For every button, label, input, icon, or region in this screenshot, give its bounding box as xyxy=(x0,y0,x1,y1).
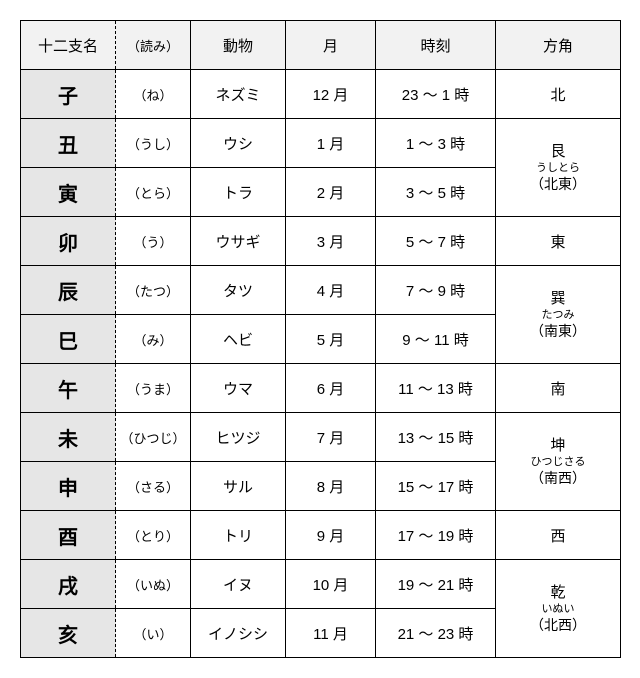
direction-main: 乾 xyxy=(496,583,620,603)
zodiac-month: 3 月 xyxy=(286,217,376,266)
zodiac-reading: （み） xyxy=(116,315,191,364)
zodiac-animal: イヌ xyxy=(191,560,286,609)
zodiac-time: 9 ～ 11 時 xyxy=(376,315,496,364)
zodiac-name: 午 xyxy=(21,364,116,413)
direction-sub: （南西） xyxy=(496,469,620,487)
zodiac-reading: （いぬ） xyxy=(116,560,191,609)
zodiac-time: 3 ～ 5 時 xyxy=(376,168,496,217)
zodiac-month: 1 月 xyxy=(286,119,376,168)
table-row: 丑（うし）ウシ1 月1 ～ 3 時艮うしとら（北東） xyxy=(21,119,621,168)
direction-sub: （北東） xyxy=(496,175,620,193)
table-row: 辰（たつ）タツ4 月7 ～ 9 時巽たつみ（南東） xyxy=(21,266,621,315)
direction-sub: （南東） xyxy=(496,322,620,340)
zodiac-animal: ネズミ xyxy=(191,70,286,119)
table-row: 酉（とり）トリ9 月17 ～ 19 時西 xyxy=(21,511,621,560)
zodiac-animal: トリ xyxy=(191,511,286,560)
zodiac-time: 17 ～ 19 時 xyxy=(376,511,496,560)
zodiac-animal: ウシ xyxy=(191,119,286,168)
direction-ruby: うしとら xyxy=(496,161,620,175)
zodiac-time: 21 ～ 23 時 xyxy=(376,609,496,658)
zodiac-month: 6 月 xyxy=(286,364,376,413)
zodiac-direction: 巽たつみ（南東） xyxy=(496,266,621,364)
direction-ruby: たつみ xyxy=(496,308,620,322)
direction-main: 巽 xyxy=(496,289,620,309)
direction-sub: （北西） xyxy=(496,616,620,634)
zodiac-direction: 西 xyxy=(496,511,621,560)
zodiac-month: 9 月 xyxy=(286,511,376,560)
col-header-name: 十二支名 xyxy=(21,21,116,70)
zodiac-reading: （とら） xyxy=(116,168,191,217)
zodiac-month: 7 月 xyxy=(286,413,376,462)
zodiac-animal: イノシシ xyxy=(191,609,286,658)
zodiac-time: 15 ～ 17 時 xyxy=(376,462,496,511)
col-header-month: 月 xyxy=(286,21,376,70)
zodiac-reading: （い） xyxy=(116,609,191,658)
zodiac-month: 10 月 xyxy=(286,560,376,609)
zodiac-month: 8 月 xyxy=(286,462,376,511)
direction-ruby: いぬい xyxy=(496,602,620,616)
zodiac-reading: （ひつじ） xyxy=(116,413,191,462)
direction-main: 艮 xyxy=(496,142,620,162)
zodiac-time: 1 ～ 3 時 xyxy=(376,119,496,168)
table-row: 子（ね）ネズミ12 月23 ～ 1 時北 xyxy=(21,70,621,119)
col-header-time: 時刻 xyxy=(376,21,496,70)
zodiac-direction: 東 xyxy=(496,217,621,266)
zodiac-reading: （とり） xyxy=(116,511,191,560)
zodiac-time: 13 ～ 15 時 xyxy=(376,413,496,462)
zodiac-animal: ヒツジ xyxy=(191,413,286,462)
zodiac-reading: （う） xyxy=(116,217,191,266)
zodiac-name: 巳 xyxy=(21,315,116,364)
zodiac-direction: 艮うしとら（北東） xyxy=(496,119,621,217)
table-row: 卯（う）ウサギ3 月5 ～ 7 時東 xyxy=(21,217,621,266)
header-row: 十二支名 （読み） 動物 月 時刻 方角 xyxy=(21,21,621,70)
zodiac-direction: 南 xyxy=(496,364,621,413)
zodiac-name: 戌 xyxy=(21,560,116,609)
zodiac-name: 卯 xyxy=(21,217,116,266)
zodiac-animal: タツ xyxy=(191,266,286,315)
zodiac-animal: トラ xyxy=(191,168,286,217)
col-header-reading: （読み） xyxy=(116,21,191,70)
col-header-direction: 方角 xyxy=(496,21,621,70)
direction-ruby: ひつじさる xyxy=(496,455,620,469)
zodiac-animal: サル xyxy=(191,462,286,511)
zodiac-time: 19 ～ 21 時 xyxy=(376,560,496,609)
zodiac-name: 未 xyxy=(21,413,116,462)
zodiac-direction: 乾いぬい（北西） xyxy=(496,560,621,658)
zodiac-reading: （ね） xyxy=(116,70,191,119)
zodiac-name: 亥 xyxy=(21,609,116,658)
zodiac-name: 子 xyxy=(21,70,116,119)
zodiac-animal: ウマ xyxy=(191,364,286,413)
zodiac-time: 5 ～ 7 時 xyxy=(376,217,496,266)
zodiac-month: 11 月 xyxy=(286,609,376,658)
zodiac-name: 寅 xyxy=(21,168,116,217)
table-row: 午（うま）ウマ6 月11 ～ 13 時南 xyxy=(21,364,621,413)
zodiac-reading: （たつ） xyxy=(116,266,191,315)
zodiac-month: 12 月 xyxy=(286,70,376,119)
table-row: 戌（いぬ）イヌ10 月19 ～ 21 時乾いぬい（北西） xyxy=(21,560,621,609)
table-row: 未（ひつじ）ヒツジ7 月13 ～ 15 時坤ひつじさる（南西） xyxy=(21,413,621,462)
zodiac-time: 11 ～ 13 時 xyxy=(376,364,496,413)
zodiac-reading: （さる） xyxy=(116,462,191,511)
zodiac-month: 2 月 xyxy=(286,168,376,217)
col-header-animal: 動物 xyxy=(191,21,286,70)
zodiac-reading: （うま） xyxy=(116,364,191,413)
zodiac-direction: 北 xyxy=(496,70,621,119)
zodiac-name: 辰 xyxy=(21,266,116,315)
zodiac-animal: ウサギ xyxy=(191,217,286,266)
zodiac-month: 4 月 xyxy=(286,266,376,315)
zodiac-reading: （うし） xyxy=(116,119,191,168)
zodiac-name: 丑 xyxy=(21,119,116,168)
zodiac-time: 23 ～ 1 時 xyxy=(376,70,496,119)
direction-main: 坤 xyxy=(496,436,620,456)
zodiac-table: 十二支名 （読み） 動物 月 時刻 方角 子（ね）ネズミ12 月23 ～ 1 時… xyxy=(20,20,621,658)
zodiac-name: 酉 xyxy=(21,511,116,560)
zodiac-time: 7 ～ 9 時 xyxy=(376,266,496,315)
zodiac-name: 申 xyxy=(21,462,116,511)
zodiac-animal: ヘビ xyxy=(191,315,286,364)
zodiac-direction: 坤ひつじさる（南西） xyxy=(496,413,621,511)
zodiac-month: 5 月 xyxy=(286,315,376,364)
